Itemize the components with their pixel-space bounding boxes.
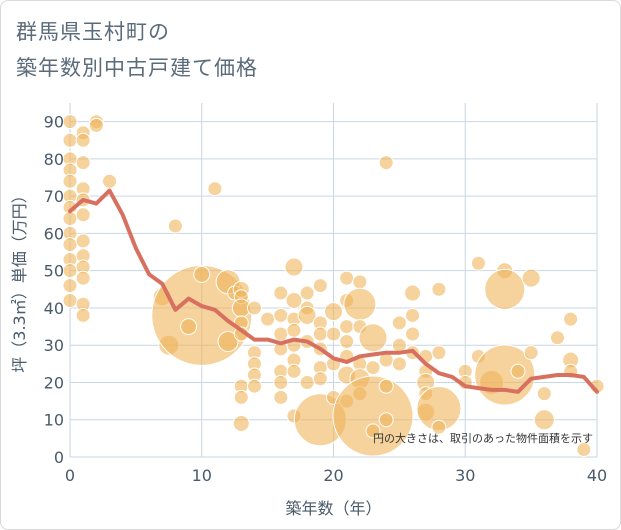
bubble-point (193, 265, 211, 283)
y-tick-label: 30 (44, 336, 64, 355)
bubble-point (62, 211, 78, 227)
bubble-point (521, 268, 541, 288)
bubble-point (285, 291, 303, 309)
y-tick-label: 0 (54, 448, 64, 467)
bubble-point (312, 326, 328, 342)
bubble-point (246, 300, 262, 316)
y-tick-label: 50 (44, 262, 64, 281)
y-tick-label: 40 (44, 299, 64, 318)
bubble-point (88, 117, 104, 133)
bubble-point (312, 278, 328, 294)
bubble-point (75, 270, 91, 286)
y-tick-label: 90 (44, 113, 64, 132)
x-tick-label: 20 (323, 466, 343, 485)
bubble-point (404, 284, 422, 302)
bubble-point (339, 319, 355, 335)
bubble-point (533, 409, 555, 431)
bubble-point (62, 263, 78, 279)
bubble-point (273, 374, 289, 390)
bubble-point (75, 207, 91, 223)
bubble-point (62, 114, 78, 130)
title-line-1: 群馬県玉村町の (16, 20, 170, 44)
x-tick-labels: 0 10 20 30 40 (65, 466, 607, 485)
bubble-point (324, 302, 343, 322)
bubble-point (470, 255, 486, 271)
median-line (68, 188, 599, 394)
bubble-point (62, 173, 78, 189)
bubble-point (510, 363, 526, 379)
size-note: 円の大きさは、取引のあった物件面積を示す (373, 431, 593, 445)
bubble-point (273, 326, 289, 342)
bubble-point (180, 318, 198, 336)
bubble-point (378, 378, 394, 394)
bubble-point (62, 292, 78, 308)
bubble-point (75, 155, 91, 171)
bubble-point (339, 270, 355, 286)
y-tick-labels: 0 10 20 30 40 50 60 70 80 90 (44, 113, 64, 467)
bubble-point (273, 389, 289, 405)
bubble-point (273, 307, 289, 323)
bubble-point (405, 307, 421, 323)
bubble-point (299, 285, 315, 301)
bubble-point (167, 218, 183, 234)
bubble-point (102, 173, 118, 189)
bubble-point (378, 155, 394, 171)
bubble-point (326, 326, 341, 342)
y-tick-label: 80 (44, 150, 64, 169)
bubble-point (233, 389, 249, 405)
bubble-point (576, 442, 592, 458)
bubble-point (75, 233, 91, 249)
bubble-point (62, 132, 78, 148)
x-tick-label: 10 (192, 466, 212, 485)
bubble-point (431, 281, 447, 297)
bubble-point (391, 356, 407, 372)
bubble-point (232, 414, 250, 432)
bubble-point (207, 181, 223, 197)
bubble-point (549, 330, 565, 346)
x-axis-label: 築年数（年） (285, 499, 381, 518)
bubble-point (523, 345, 539, 361)
x-tick-label: 0 (65, 466, 75, 485)
x-tick-label: 30 (455, 466, 475, 485)
y-axis-label: 坪（3.3㎡）単価（万円） (10, 187, 29, 372)
bubble-point (312, 371, 328, 387)
bubble-point (246, 378, 262, 394)
bubble-point (484, 268, 526, 310)
bubble-point (273, 285, 289, 301)
bubble-point (343, 287, 377, 321)
bubble-point (284, 257, 304, 277)
bubble-point (405, 326, 421, 342)
bubble-point (431, 419, 447, 435)
bubble-point (297, 305, 317, 325)
bubble-point (260, 311, 276, 327)
bubble-point (536, 386, 552, 402)
title-line-2: 築年数別中古戸建て価格 (16, 56, 258, 80)
bubble-point (62, 278, 78, 294)
bubble-point (286, 363, 302, 379)
bubble-point (75, 307, 91, 323)
y-tick-label: 20 (44, 373, 64, 392)
bubble-point (365, 360, 381, 376)
bubble-point (358, 323, 388, 353)
bubble-point (217, 330, 239, 352)
bubble-point (365, 423, 381, 439)
bubble-point (378, 412, 394, 428)
y-tick-label: 60 (44, 224, 64, 243)
bubble-point (352, 274, 368, 290)
bubble-point (299, 374, 315, 390)
bubble-point (286, 322, 302, 338)
bubble-point (391, 315, 407, 331)
y-tick-label: 10 (44, 411, 64, 430)
chart-title: 群馬県玉村町の 築年数別中古戸建て価格 (16, 14, 258, 86)
bubble-point (332, 375, 414, 457)
bubble-point (339, 333, 355, 349)
y-tick-label: 70 (44, 187, 64, 206)
bubble-point (62, 237, 78, 253)
x-tick-label: 40 (587, 466, 607, 485)
bubble-point (75, 132, 91, 148)
bubble-point (563, 311, 579, 327)
bubble-point (431, 345, 447, 361)
